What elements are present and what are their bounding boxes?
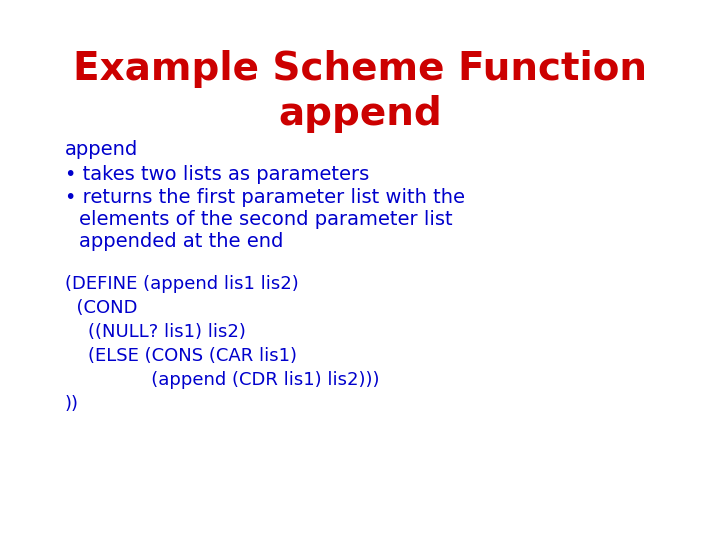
Text: )): )) — [65, 395, 79, 413]
Text: (append (CDR lis1) lis2))): (append (CDR lis1) lis2))) — [65, 371, 379, 389]
Text: append: append — [278, 95, 442, 133]
Text: (COND: (COND — [65, 299, 138, 317]
Text: appended at the end: appended at the end — [79, 232, 284, 251]
Text: Example Scheme Function: Example Scheme Function — [73, 50, 647, 88]
Text: ((NULL? lis1) lis2): ((NULL? lis1) lis2) — [65, 323, 246, 341]
Text: • takes two lists as parameters: • takes two lists as parameters — [65, 165, 369, 184]
Text: • returns the first parameter list with the: • returns the first parameter list with … — [65, 188, 465, 207]
Text: (ELSE (CONS (CAR lis1): (ELSE (CONS (CAR lis1) — [65, 347, 297, 365]
Text: (DEFINE (append lis1 lis2): (DEFINE (append lis1 lis2) — [65, 275, 299, 293]
Text: append: append — [65, 140, 138, 159]
Text: elements of the second parameter list: elements of the second parameter list — [79, 210, 453, 229]
